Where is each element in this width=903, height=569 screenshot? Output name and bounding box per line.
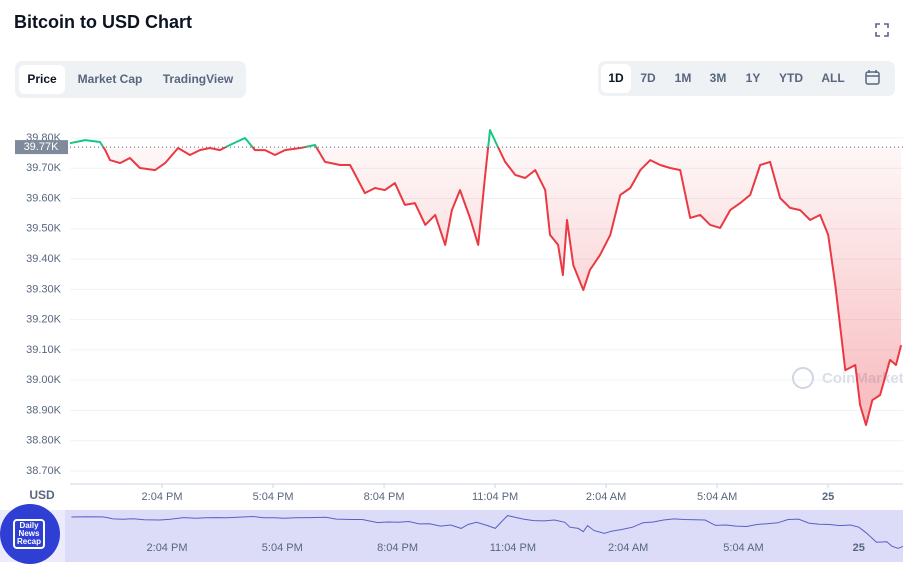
navigator-window[interactable] [65,510,903,562]
tab[interactable]: TradingView [163,72,234,86]
nav-tick-label: 5:04 PM [262,542,303,554]
y-tick-label: 39.30K [26,283,62,295]
watermark-logo [792,367,814,389]
y-tick-label: 39.70K [26,162,62,174]
fullscreen-icon[interactable] [875,23,889,37]
nav-tick-label: 11:04 PM [490,542,536,554]
range-button[interactable]: YTD [779,71,803,85]
nav-tick-label: 25 [853,542,865,554]
tab[interactable]: Market Cap [78,72,143,86]
range-button[interactable]: 1Y [746,71,761,85]
range-button[interactable]: 1D [608,71,624,85]
nav-tick-label: 2:04 PM [147,542,188,554]
x-tick-label: 8:04 PM [364,491,405,503]
calendar-icon[interactable] [865,70,880,85]
y-tick-label: 39.10K [26,344,62,356]
y-tick-label: 38.70K [26,465,62,477]
y-tick-label: 38.90K [26,404,62,416]
y-tick-label: 39.50K [26,223,62,235]
active-tab [19,65,65,94]
y-tick-label: 39.00K [26,374,62,386]
tab[interactable]: Price [27,72,57,86]
navigator-line [71,515,903,549]
range-group [598,61,895,96]
chart-title: Bitcoin to USD Chart [14,12,192,32]
reference-tag [15,140,68,155]
y-tick-label: 39.60K [26,192,62,204]
y-tick-label: 38.80K [26,435,62,447]
range-button[interactable]: ALL [821,71,844,85]
x-tick-label: 11:04 PM [472,491,518,503]
badge: Daily News Recap [0,504,60,564]
nav-tick-label: 5:04 AM [723,542,763,554]
range-button[interactable]: 7D [640,71,656,85]
nav-tick-label: 8:04 PM [377,542,418,554]
reference-label: 39.77K [24,141,60,153]
y-axis-label: USD [29,488,55,502]
price-line [69,129,903,426]
x-tick-label: 5:04 PM [253,491,294,503]
range-button[interactable]: 1M [675,71,692,85]
x-tick-label: 2:04 AM [586,491,626,503]
x-tick-label: 5:04 AM [697,491,737,503]
y-tick-label: 39.20K [26,314,62,326]
y-tick-label: 39.40K [26,253,62,265]
range-button[interactable]: 3M [710,71,727,85]
x-tick-label: 2:04 PM [142,491,183,503]
nav-tick-label: 2:04 AM [608,542,648,554]
badge-text: Daily News Recap [17,521,41,546]
active-range [601,64,631,93]
tab-group [15,61,246,98]
x-tick-label: 25 [822,491,834,503]
